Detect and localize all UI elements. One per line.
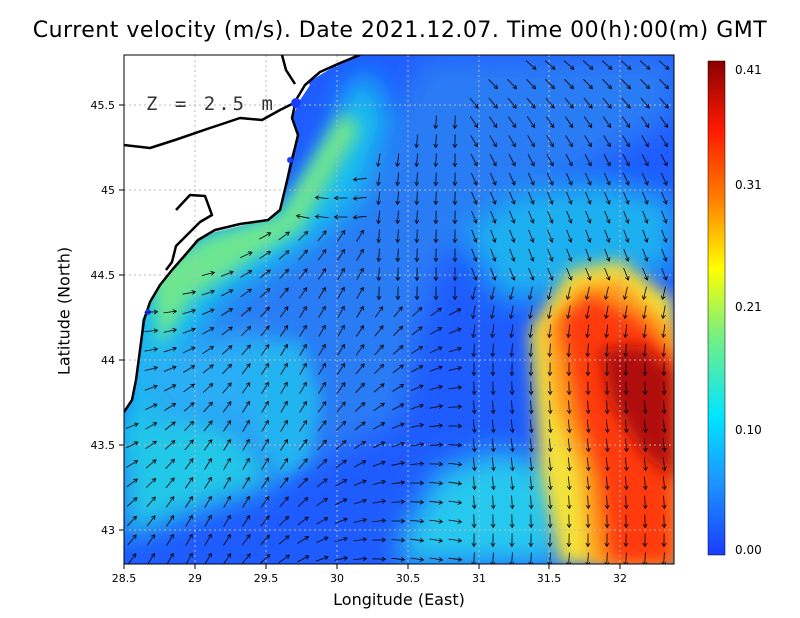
velocity-field xyxy=(124,55,674,564)
x-tick-label: 31 xyxy=(472,572,486,585)
y-tick-label: 43.5 xyxy=(91,439,116,452)
colorbar-tick-label: 0.21 xyxy=(735,300,762,314)
colorbar-tick-label: 0.00 xyxy=(735,543,762,557)
colorbar xyxy=(707,60,726,556)
y-tick-label: 43 xyxy=(101,524,115,537)
x-tick-label: 28.5 xyxy=(112,572,137,585)
x-tick-label: 29.5 xyxy=(254,572,279,585)
x-tick-label: 30 xyxy=(330,572,344,585)
colorbar-tick-label: 0.10 xyxy=(735,423,762,437)
x-tick-label: 29 xyxy=(188,572,202,585)
land-region xyxy=(124,55,310,410)
current-arrow-set xyxy=(125,60,670,564)
land-north-strip xyxy=(280,55,355,100)
colorbar-tick-label: 0.41 xyxy=(735,63,762,77)
current-vector-arrows xyxy=(125,60,670,564)
x-axis-ticks xyxy=(123,564,621,569)
plot-frame xyxy=(123,54,675,565)
x-tick-label: 31.5 xyxy=(537,572,562,585)
x-tick-label: 32 xyxy=(613,572,627,585)
y-tick-label: 45 xyxy=(101,184,115,197)
x-tick-label: 30.5 xyxy=(396,572,421,585)
x-axis-label: Longitude (East) xyxy=(333,590,465,609)
y-tick-label: 44 xyxy=(101,354,115,367)
depth-label: Z = 2.5 m xyxy=(146,93,276,115)
map-title: Current velocity (m/s). Date 2021.12.07.… xyxy=(32,18,768,43)
y-axis-label: Latitude (North) xyxy=(54,246,74,376)
coastline xyxy=(124,55,361,413)
y-tick-label: 45.5 xyxy=(91,99,116,112)
y-tick-label: 44.5 xyxy=(91,269,116,282)
colorbar-tick-label: 0.31 xyxy=(735,178,762,192)
y-axis-ticks xyxy=(119,104,124,531)
